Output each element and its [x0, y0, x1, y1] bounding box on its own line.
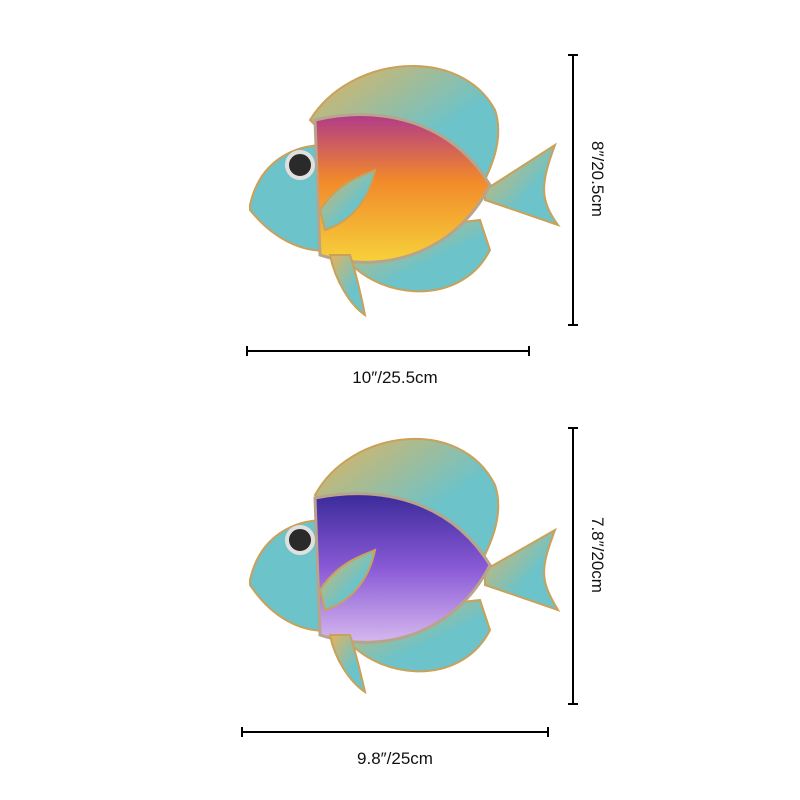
height-dimension-line [568, 427, 578, 705]
purple-fish-image [249, 437, 561, 695]
height-label: 8″/20.5cm [588, 141, 607, 217]
orange-fish-image [249, 64, 561, 318]
width-dimension-line [246, 346, 530, 356]
height-label: 7.8″/20cm [588, 517, 607, 593]
width-label: 9.8″/25cm [357, 749, 433, 768]
height-dimension-line [568, 54, 578, 326]
width-dimension-line [241, 727, 549, 737]
width-label: 10″/25.5cm [352, 368, 438, 387]
